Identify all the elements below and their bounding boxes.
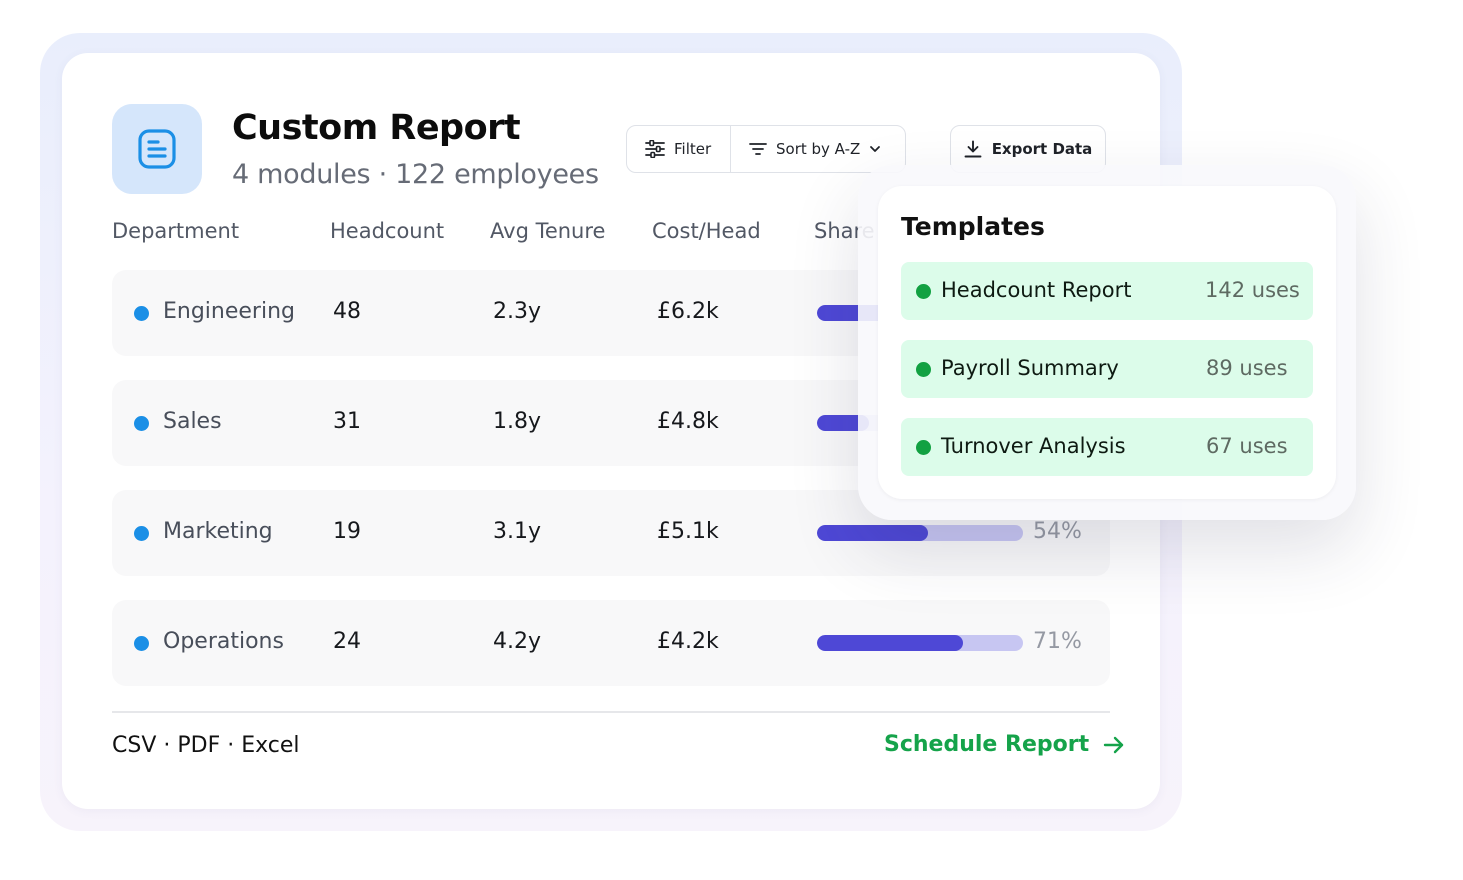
sort-lines-icon (749, 143, 767, 155)
department-name: Marketing (163, 519, 273, 544)
department-dot (134, 526, 149, 541)
cost-value: £5.1k (657, 519, 719, 544)
tenure-value: 3.1y (493, 519, 542, 544)
cost-value: £4.8k (657, 409, 719, 434)
template-name: Headcount Report (941, 278, 1132, 302)
share-bar (817, 635, 1023, 651)
template-uses: 67 uses (1206, 434, 1288, 458)
page-title: Custom Report (232, 108, 521, 148)
filter-sort-toolbar: Filter Sort by A-Z (626, 125, 906, 173)
tenure-value: 4.2y (493, 629, 542, 654)
templates-title: Templates (901, 212, 1045, 241)
share-bar-fill (817, 635, 964, 651)
share-bar-fill (817, 415, 869, 431)
department-dot (134, 636, 149, 651)
headcount-value: 48 (333, 299, 361, 324)
headcount-value: 31 (333, 409, 361, 434)
schedule-report-link[interactable]: Schedule Report (884, 732, 1125, 757)
share-bar (817, 525, 1023, 541)
template-status-dot (916, 362, 931, 377)
sort-dropdown[interactable]: Sort by A-Z (731, 126, 905, 172)
share-percent: 54% (1033, 519, 1082, 544)
column-header-cost-per-head[interactable]: Cost/Head (652, 219, 761, 243)
template-uses: 142 uses (1205, 278, 1300, 302)
cost-value: £6.2k (657, 299, 719, 324)
tenure-value: 2.3y (493, 299, 542, 324)
template-status-dot (916, 284, 931, 299)
report-icon-tile (112, 104, 202, 194)
sort-label: Sort by A-Z (776, 140, 861, 158)
filter-label: Filter (674, 140, 712, 158)
headcount-value: 24 (333, 629, 361, 654)
template-name: Payroll Summary (941, 356, 1119, 380)
department-dot (134, 416, 149, 431)
department-name: Sales (163, 409, 222, 434)
arrow-right-icon (1103, 736, 1124, 753)
filter-button[interactable]: Filter (627, 126, 731, 172)
tenure-value: 1.8y (493, 409, 542, 434)
sliders-icon (645, 140, 665, 158)
export-label: Export Data (991, 140, 1093, 158)
cost-value: £4.2k (657, 629, 719, 654)
page-subtitle: 4 modules · 122 employees (232, 159, 599, 190)
template-status-dot (916, 440, 931, 455)
template-item-turnover-analysis[interactable]: Turnover Analysis 67 uses (901, 418, 1313, 476)
export-formats: CSV · PDF · Excel (112, 733, 300, 758)
table-row[interactable]: Marketing 19 3.1y £5.1k 54% (112, 490, 1110, 576)
download-icon (964, 140, 982, 158)
chevron-down-icon (870, 146, 881, 152)
template-uses: 89 uses (1206, 356, 1288, 380)
template-item-headcount-report[interactable]: Headcount Report 142 uses (901, 262, 1313, 320)
department-name: Engineering (163, 299, 295, 324)
table-row[interactable]: Operations 24 4.2y £4.2k 71% (112, 600, 1110, 686)
template-name: Turnover Analysis (941, 434, 1126, 458)
column-header-department[interactable]: Department (112, 219, 240, 243)
share-percent: 71% (1033, 629, 1082, 654)
column-header-avg-tenure[interactable]: Avg Tenure (490, 219, 606, 243)
footer-divider (112, 711, 1110, 713)
schedule-report-label: Schedule Report (884, 732, 1090, 757)
template-item-payroll-summary[interactable]: Payroll Summary 89 uses (901, 340, 1313, 398)
column-header-headcount[interactable]: Headcount (330, 219, 445, 243)
headcount-value: 19 (333, 519, 361, 544)
department-name: Operations (163, 629, 284, 654)
department-dot (134, 306, 149, 321)
document-list-icon (138, 129, 176, 169)
share-bar-fill (817, 525, 929, 541)
